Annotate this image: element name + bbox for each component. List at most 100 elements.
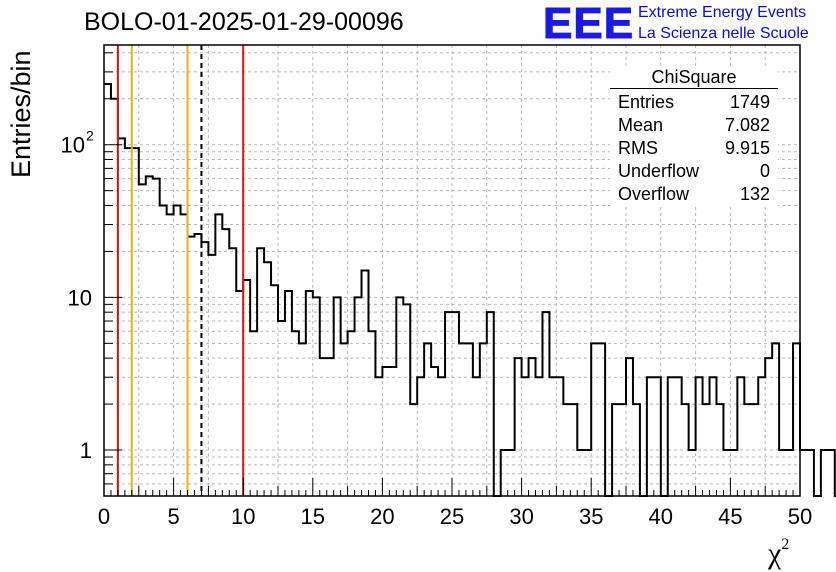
histogram-bin <box>188 237 195 496</box>
stats-value: 132 <box>739 184 770 204</box>
logo-text-line2: La Scienza nelle Scuole <box>638 25 809 42</box>
histogram-bin <box>536 377 543 496</box>
histogram-bin <box>396 297 403 496</box>
histogram-bin <box>626 358 633 496</box>
stats-label: Entries <box>618 92 675 112</box>
x-tick-label: 15 <box>301 504 325 529</box>
histogram-bin <box>299 343 306 496</box>
y-tick-label: 1 <box>80 438 92 463</box>
histogram-bin <box>278 321 285 496</box>
histogram-bin <box>466 343 473 496</box>
histogram-bin <box>501 450 508 496</box>
histogram-bin <box>598 343 605 496</box>
histogram-bin <box>591 343 598 496</box>
histogram-bin <box>779 450 786 496</box>
histogram-bin <box>174 205 181 496</box>
y-axis-label: Entries/bin <box>6 50 36 178</box>
histogram-bin <box>828 450 835 496</box>
histogram-bin <box>118 138 125 496</box>
stats-row-overflow: Overflow 132 <box>610 183 778 206</box>
stats-title: ChiSquare <box>610 66 778 89</box>
histogram-bin <box>710 377 717 496</box>
stats-value: 7.082 <box>724 115 770 135</box>
y-tick-label-sup: 2 <box>86 128 94 144</box>
stats-box: ChiSquare Entries 1749 Mean 7.082 RMS 9.915… <box>610 66 778 206</box>
histogram-bin <box>723 450 730 496</box>
x-tick-label: 20 <box>370 504 394 529</box>
reference-lines <box>116 45 245 496</box>
histogram-bin <box>758 377 765 496</box>
histogram-bin <box>146 176 153 496</box>
histogram-bin <box>208 255 215 496</box>
histogram-bin <box>306 291 313 496</box>
histogram-bin <box>765 358 772 496</box>
stats-label: Mean <box>618 115 664 135</box>
histogram-bin <box>341 343 348 496</box>
histogram-bin <box>355 297 362 496</box>
histogram-bin <box>675 377 682 496</box>
histogram-bin <box>473 377 480 496</box>
histogram-bin <box>181 214 188 496</box>
stats-label: Overflow <box>618 184 690 204</box>
histogram-bin <box>417 377 424 496</box>
histogram-bin <box>348 331 355 496</box>
x-tick-label: 40 <box>649 504 673 529</box>
histogram-bin <box>821 450 828 496</box>
histogram-bin <box>487 312 494 496</box>
histogram-bin <box>139 184 146 496</box>
histogram-bin <box>612 404 619 496</box>
x-axis-label-base: χ <box>768 537 782 570</box>
histogram-bin <box>730 450 737 496</box>
histogram-bin <box>431 367 438 496</box>
histogram-bin <box>737 377 744 496</box>
histogram-bin <box>194 234 201 496</box>
chart-title: BOLO-01-2025-01-29-00096 <box>84 8 404 36</box>
histogram-bin <box>104 84 111 496</box>
histogram-bin <box>160 205 167 496</box>
y-tick-label: 10 <box>61 133 85 158</box>
stats-row-mean: Mean 7.082 <box>610 114 778 137</box>
histogram-bin <box>153 179 160 496</box>
stats-value: 0 <box>759 161 770 181</box>
stats-value: 1749 <box>729 92 770 112</box>
histogram-bin <box>751 404 758 496</box>
histogram-bin <box>215 214 222 496</box>
histogram-bin <box>368 331 375 496</box>
x-tick-label: 25 <box>440 504 464 529</box>
histogram-outline <box>104 82 836 497</box>
histogram-bin <box>682 404 689 496</box>
histogram-bin <box>647 377 654 496</box>
histogram-bin <box>125 148 132 496</box>
histogram-bin <box>577 450 584 496</box>
histogram-bin <box>508 450 515 496</box>
histogram-bin <box>389 367 396 496</box>
histogram-bin <box>549 377 556 496</box>
histogram-bin <box>236 291 243 496</box>
histogram-bin <box>744 404 751 496</box>
x-tick-label: 5 <box>167 504 179 529</box>
x-tick-label: 35 <box>579 504 603 529</box>
histogram-bin <box>515 358 522 496</box>
histogram-bin <box>292 331 299 496</box>
histogram-bin <box>800 450 807 496</box>
histogram-bin <box>250 331 257 496</box>
histogram-bin <box>424 343 431 496</box>
stats-row-underflow: Underflow 0 <box>610 160 778 183</box>
histogram-bin <box>257 248 264 496</box>
histogram-bin <box>334 297 341 496</box>
histogram-bin <box>382 367 389 496</box>
histogram-bin <box>522 377 529 496</box>
histogram-bin <box>793 343 800 496</box>
x-tick-label: 45 <box>718 504 742 529</box>
histogram-bin <box>668 377 675 496</box>
histogram-bin <box>556 377 563 496</box>
histogram-bin <box>132 148 139 496</box>
histogram-bin <box>786 450 793 496</box>
histogram-bin <box>633 404 640 496</box>
x-tick-label: 0 <box>98 504 110 529</box>
grid-lines <box>104 45 800 497</box>
histogram-bin <box>264 262 271 496</box>
histogram-bin <box>320 358 327 496</box>
